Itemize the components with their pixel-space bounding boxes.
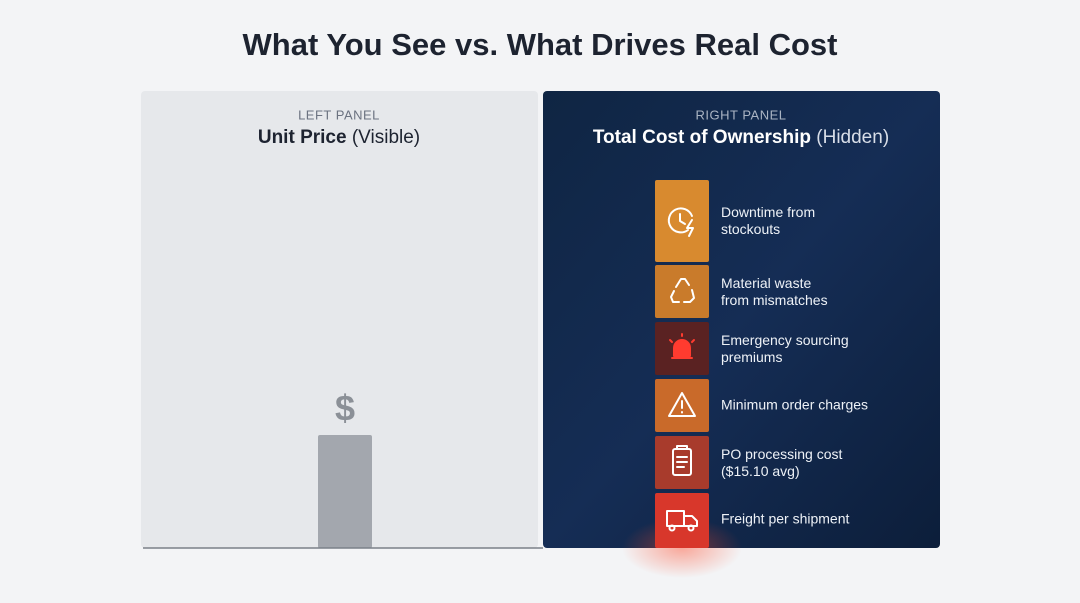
- cost-block: [655, 180, 709, 262]
- item-label: Material waste from mismatches: [721, 275, 828, 308]
- panel-title: Total Cost of Ownership (Hidden): [593, 127, 889, 148]
- panel-title-bold: Unit Price: [258, 127, 347, 148]
- left-panel: [141, 91, 538, 548]
- panel-title: Unit Price (Visible): [258, 127, 420, 148]
- truck-icon: [666, 510, 698, 532]
- panel-title-rest: (Visible): [352, 127, 420, 148]
- panel-label: RIGHT PANEL: [696, 107, 787, 122]
- item-line: PO processing cost: [721, 446, 842, 462]
- alarm-icon: [669, 333, 695, 359]
- item-label: Minimum order charges: [721, 397, 868, 413]
- item-line: Material waste: [721, 275, 811, 291]
- item-line: Downtime from: [721, 204, 815, 220]
- item-line: premiums: [721, 349, 782, 365]
- recycle-icon: [670, 278, 695, 303]
- price-bar: [318, 435, 372, 548]
- item-line: stockouts: [721, 221, 780, 237]
- clock-icon: [667, 207, 694, 237]
- item-line: Emergency sourcing: [721, 332, 849, 348]
- item-label: PO processing cost ($15.10 avg): [721, 446, 842, 479]
- item-label: Emergency sourcing premiums: [721, 332, 849, 365]
- icons: [666, 207, 698, 532]
- panel-title-rest: (Hidden): [816, 127, 889, 148]
- warning-icon: [668, 392, 696, 417]
- dollar-symbol: $: [335, 388, 355, 429]
- cost-block: [655, 493, 709, 548]
- right-panel: [543, 91, 940, 548]
- document-icon: [672, 445, 692, 476]
- item-label: Downtime from stockouts: [721, 204, 815, 237]
- item-label: Freight per shipment: [721, 511, 850, 527]
- item-line: from mismatches: [721, 292, 828, 308]
- page-title: What You See vs. What Drives Real Cost: [243, 27, 838, 62]
- item-line: ($15.10 avg): [721, 463, 800, 479]
- cost-block: [655, 265, 709, 318]
- panel-label: LEFT PANEL: [298, 107, 380, 122]
- panel-title-bold: Total Cost of Ownership: [593, 127, 811, 148]
